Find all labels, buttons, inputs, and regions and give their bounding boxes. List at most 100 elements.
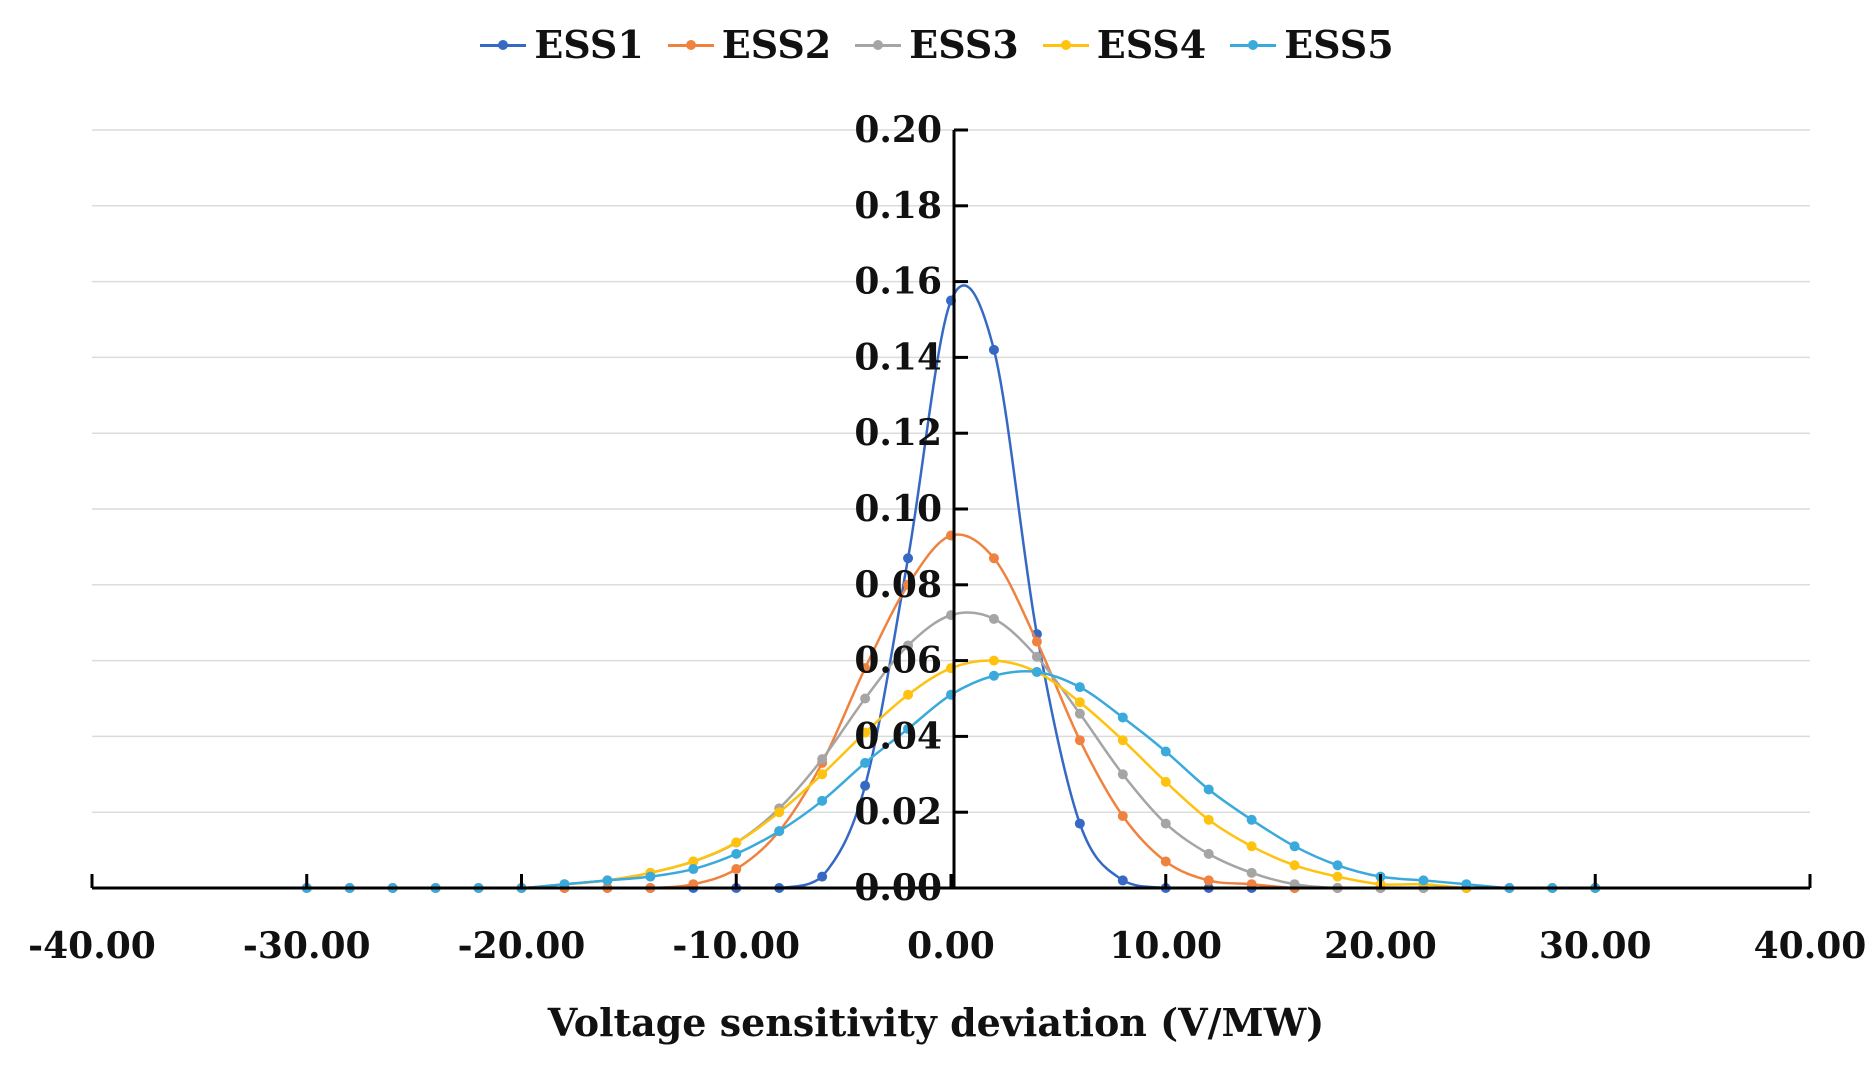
point-ess5-19: [1117, 712, 1128, 723]
point-ess2-20: [1160, 856, 1171, 867]
point-ess3-13: [860, 693, 871, 704]
point-ess5-21: [1203, 784, 1214, 795]
y-tick-label-0: 0.00: [854, 867, 942, 909]
point-ess2-14: [903, 579, 914, 590]
series-line-ess3: [306, 611, 1596, 890]
point-ess4-13: [860, 727, 871, 738]
x-tick-label-0: -40.00: [28, 925, 156, 967]
legend-label-ess4: ESS4: [1096, 22, 1207, 67]
legend: ESS1 ESS2 ESS3 ESS4 ESS5: [0, 22, 1872, 67]
x-axis-title: Voltage sensitivity deviation (V/MW): [547, 1000, 1325, 1045]
legend-swatch-ess3: [853, 35, 903, 55]
x-tick-label-3: -10.00: [672, 925, 800, 967]
legend-label-ess3: ESS3: [909, 22, 1019, 67]
legend-swatch-ess1: [478, 35, 528, 55]
point-ess4-24: [1332, 871, 1343, 882]
y-tick-label-3: 0.06: [854, 640, 942, 682]
point-ess4-21: [1203, 814, 1214, 825]
point-ess4-19: [1117, 735, 1128, 746]
point-ess2-18: [1074, 735, 1085, 746]
point-ess5-20: [1160, 746, 1171, 757]
axes: [90, 128, 1812, 890]
series-line-ess2: [306, 533, 1596, 890]
point-ess1-18: [1074, 818, 1085, 829]
point-ess1-14: [903, 553, 914, 564]
series-ess1: [301, 284, 1601, 893]
point-ess1-13: [860, 780, 871, 791]
legend-label-ess2: ESS2: [721, 22, 832, 67]
point-ess2-17: [1031, 636, 1042, 647]
y-tick-label-1: 0.02: [854, 791, 942, 833]
legend-label-ess1: ESS1: [534, 22, 644, 67]
x-tick-label-2: -20.00: [458, 925, 586, 967]
point-ess4-10: [731, 837, 742, 848]
point-ess5-17: [1031, 666, 1042, 677]
point-ess3-17: [1031, 651, 1042, 662]
x-tick-label-5: 10.00: [1109, 925, 1222, 967]
point-ess5-14: [903, 723, 914, 734]
legend-swatch-ess5: [1228, 35, 1278, 55]
legend-item-ess3: ESS3: [853, 22, 1019, 67]
series-layer: [301, 284, 1601, 893]
y-tick-label-2: 0.04: [854, 715, 942, 757]
point-ess2-13: [860, 663, 871, 674]
point-ess5-7: [602, 875, 613, 886]
point-ess3-21: [1203, 848, 1214, 859]
legend-item-ess4: ESS4: [1041, 22, 1206, 67]
point-ess5-16: [988, 670, 999, 681]
point-ess5-11: [774, 826, 785, 837]
point-ess2-16: [988, 553, 999, 564]
legend-item-ess1: ESS1: [478, 22, 644, 67]
y-tick-label-9: 0.18: [854, 185, 942, 227]
point-ess5-24: [1332, 860, 1343, 871]
point-ess3-22: [1246, 867, 1257, 878]
point-ess5-9: [688, 864, 699, 875]
point-ess3-20: [1160, 818, 1171, 829]
point-ess5-13: [860, 757, 871, 768]
point-ess5-18: [1074, 682, 1085, 693]
point-ess3-14: [903, 640, 914, 651]
point-ess5-26: [1418, 875, 1429, 886]
point-ess2-19: [1117, 810, 1128, 821]
legend-label-ess5: ESS5: [1284, 22, 1394, 67]
point-ess3-12: [817, 754, 828, 765]
point-ess5-10: [731, 848, 742, 859]
point-ess3-18: [1074, 708, 1085, 719]
point-ess1-12: [817, 871, 828, 882]
point-ess4-20: [1160, 776, 1171, 787]
legend-item-ess2: ESS2: [666, 22, 831, 67]
point-ess4-14: [903, 689, 914, 700]
point-ess4-9: [688, 856, 699, 867]
x-tick-label-6: 20.00: [1324, 925, 1437, 967]
x-tick-label-4: 0.00: [907, 925, 995, 967]
point-ess5-12: [817, 795, 828, 806]
point-ess1-19: [1117, 875, 1128, 886]
point-ess1-16: [988, 344, 999, 355]
point-ess5-22: [1246, 814, 1257, 825]
legend-swatch-ess4: [1041, 35, 1091, 55]
x-tick-label-1: -30.00: [243, 925, 371, 967]
point-ess4-11: [774, 807, 785, 818]
series-line-ess5: [306, 669, 1596, 890]
point-ess3-19: [1117, 769, 1128, 780]
y-tick-label-6: 0.12: [854, 412, 942, 454]
x-tick-label-7: 30.00: [1539, 925, 1652, 967]
series-ess5: [301, 666, 1601, 893]
series-line-ess1: [306, 284, 1596, 890]
point-ess4-16: [988, 655, 999, 666]
tick-labels: -40.00 -30.00 -20.00 -10.00 0.00 10.00 20.00 30…: [28, 109, 1866, 967]
point-ess4-12: [817, 769, 828, 780]
x-tick-label-8: 40.00: [1754, 925, 1867, 967]
legend-swatch-ess2: [666, 35, 716, 55]
point-ess5-8: [645, 871, 656, 882]
series-ess3: [301, 610, 1601, 893]
legend-item-ess5: ESS5: [1228, 22, 1394, 67]
y-tick-label-7: 0.14: [854, 336, 942, 378]
point-ess4-23: [1289, 860, 1300, 871]
point-ess5-23: [1289, 841, 1300, 852]
gridlines: [92, 129, 1810, 813]
point-ess2-10: [731, 864, 742, 875]
y-tick-label-4: 0.08: [854, 564, 942, 606]
